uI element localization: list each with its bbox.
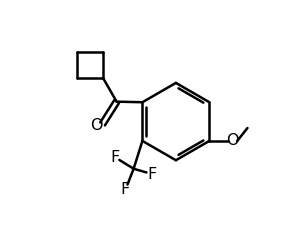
Text: O: O — [226, 133, 239, 148]
Text: F: F — [110, 149, 119, 165]
Text: O: O — [90, 118, 102, 132]
Text: F: F — [121, 182, 130, 197]
Text: F: F — [147, 167, 156, 182]
